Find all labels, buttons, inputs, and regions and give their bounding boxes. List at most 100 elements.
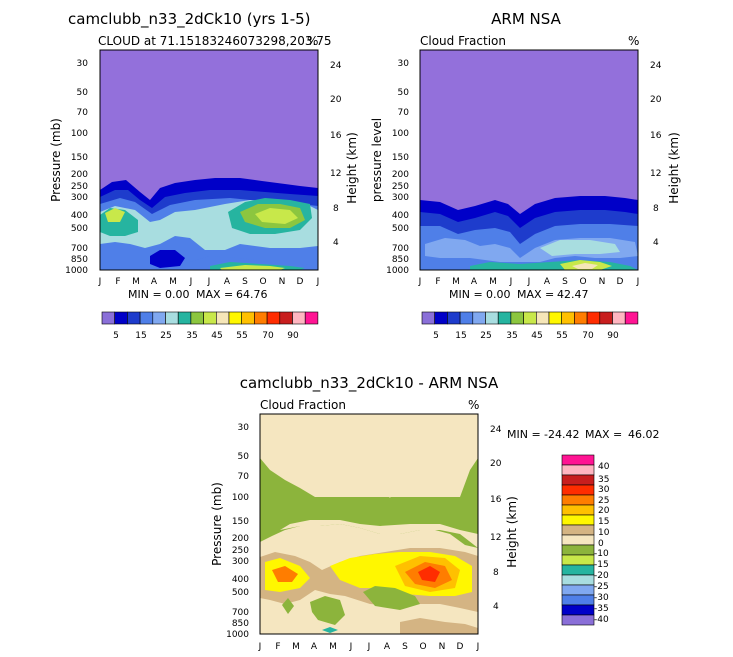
panel-obs-field [419,49,639,271]
contour-45-right [255,208,298,224]
negative-10-lower [310,596,345,625]
height-tick: 20 [650,95,662,105]
colorbar-diff: 40 35 30 25 20 15 10 0 -10 -15 -20 -25 -… [561,454,610,626]
colorbar-label: 15 [598,517,609,527]
colorbar-swatch [599,311,613,325]
panel-diff-stats: MIN = -24.42 MAX = 46.02 [507,428,660,441]
x-tick: D [297,277,304,287]
panel-diff-xaxis: J F M A M J J A S O N D J [258,642,480,652]
colorbar-label: 30 [598,485,610,495]
colorbar-swatch [304,311,319,325]
x-tick: N [439,642,446,652]
colorbar-swatch [523,311,537,325]
negative-20-surface [322,627,338,633]
x-tick: J [207,277,211,287]
y-tick: 50 [238,452,250,462]
panel-model-field [99,49,319,271]
x-tick: M [329,642,337,652]
positive-10-surface [400,618,478,634]
colorbar-swatch [561,534,595,546]
x-tick: M [132,277,140,287]
x-tick: D [457,642,464,652]
x-tick: M [452,277,460,287]
colorbar-swatch [152,311,166,325]
colorbar-label: -20 [594,571,609,581]
y-tick: 70 [398,108,410,118]
colorbar-obs: 5 15 25 35 45 55 70 90 [421,311,639,341]
colorbar-label: 45 [211,331,222,341]
y-tick: 400 [71,211,88,221]
y-tick: 150 [71,153,88,163]
colorbar-swatch [561,594,595,606]
x-tick: O [419,642,426,652]
colorbar-swatch [561,464,595,476]
y-tick: 1000 [65,266,88,276]
plot-frame [259,413,479,635]
y-tick: 300 [392,193,409,203]
max-value: 46.02 [628,428,660,441]
x-tick: J [636,277,640,287]
plot-frame [419,49,639,271]
y-tick: 1000 [386,266,409,276]
colorbar-label: -35 [594,604,609,614]
y-tick: 50 [77,88,89,98]
plot-frame [99,49,319,271]
y-tick: 850 [392,255,409,265]
y-tick: 1000 [226,630,249,640]
x-tick: N [599,277,606,287]
colorbar-swatch [561,604,595,616]
y-axis-label: pressure level [370,118,384,202]
y-tick: 30 [398,59,410,69]
min-value: -24.42 [544,428,579,441]
y-tick: 150 [232,517,249,527]
x-tick: A [384,642,391,652]
colorbar-label: 55 [236,331,247,341]
colorbar-swatch [216,311,230,325]
min-value: 0.00 [165,288,190,301]
panel-model-units: % [307,34,318,48]
y-tick: 500 [392,224,409,234]
x-tick: S [402,642,408,652]
panel-diff-yaxis: 30 50 70 100 150 200 250 300 400 500 700… [210,423,249,640]
y-tick: 500 [71,224,88,234]
max-label: MAX = [585,428,622,441]
x-tick: A [224,277,231,287]
y-tick: 150 [392,153,409,163]
colorbar-swatch [421,311,435,325]
panel-model-yaxis: 30 50 70 100 150 200 250 300 400 500 700… [49,59,88,276]
y-tick: 700 [392,244,409,254]
colorbar-model: 5 15 25 35 45 55 70 90 [101,311,319,341]
max-value: 64.76 [236,288,268,301]
height-tick: 4 [333,238,339,248]
colorbar-swatch [561,614,595,626]
colorbar-swatch [561,504,595,516]
colorbar-swatch [561,554,595,566]
colorbar-label: 70 [262,331,274,341]
colorbar-label: 0 [598,539,604,549]
contour-45-surface [572,263,598,269]
colorbar-label: 25 [598,496,609,506]
height-tick: 16 [490,495,502,505]
height-tick: 24 [650,61,662,71]
colorbar-swatch [497,311,512,325]
contour-25 [540,240,620,256]
x-tick: J [509,277,513,287]
colorbar-swatch [127,311,141,325]
colorbar-label: 40 [598,462,610,472]
colorbar-swatch [485,311,499,325]
y-tick: 250 [232,546,249,556]
colorbar-swatch [203,311,217,325]
height-axis-label: Height (km) [345,132,359,203]
y-tick: 300 [232,557,249,567]
height-tick: 12 [490,533,501,543]
colorbar-swatch [574,311,588,325]
panel-model-title: camclubb_n33_2dCk10 (yrs 1-5) [68,10,311,29]
x-tick: J [527,277,531,287]
x-tick: O [579,277,586,287]
height-tick: 8 [493,568,499,578]
height-tick: 24 [330,61,342,71]
colorbar-swatch [101,311,115,325]
panel-diff-title: camclubb_n33_2dCk10 - ARM NSA [240,374,499,393]
x-tick: J [349,642,353,652]
colorbar-swatch [535,311,550,325]
